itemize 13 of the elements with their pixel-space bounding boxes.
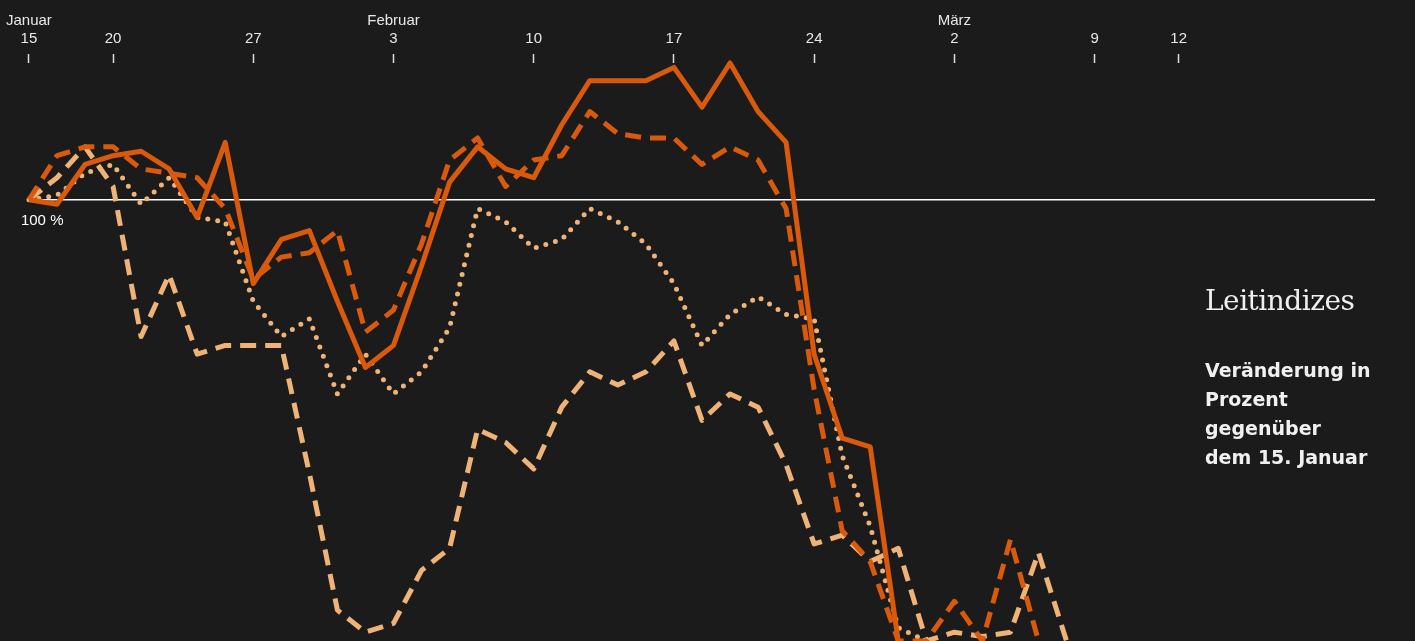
x-tick-label: 9 bbox=[1090, 29, 1099, 47]
x-tick-label: 24 bbox=[805, 29, 823, 47]
x-tick-label: 10 bbox=[525, 29, 543, 47]
x-tick-label: 17 bbox=[665, 29, 683, 47]
text: Leitindizes bbox=[1205, 284, 1355, 317]
text: Veränderung in Prozent gegenüber dem 15. Januar bbox=[1205, 358, 1372, 470]
x-tick-label: Februar 3 bbox=[367, 11, 420, 47]
x-tick-label: 12 bbox=[1170, 29, 1188, 47]
x-tick-label: Januar 15 bbox=[5, 11, 52, 47]
x-tick-label: März 2 bbox=[937, 11, 972, 47]
x-tick-label: 27 bbox=[244, 29, 262, 47]
x-tick-label: 20 bbox=[104, 29, 122, 47]
annotation: 100 % bbox=[20, 211, 64, 229]
